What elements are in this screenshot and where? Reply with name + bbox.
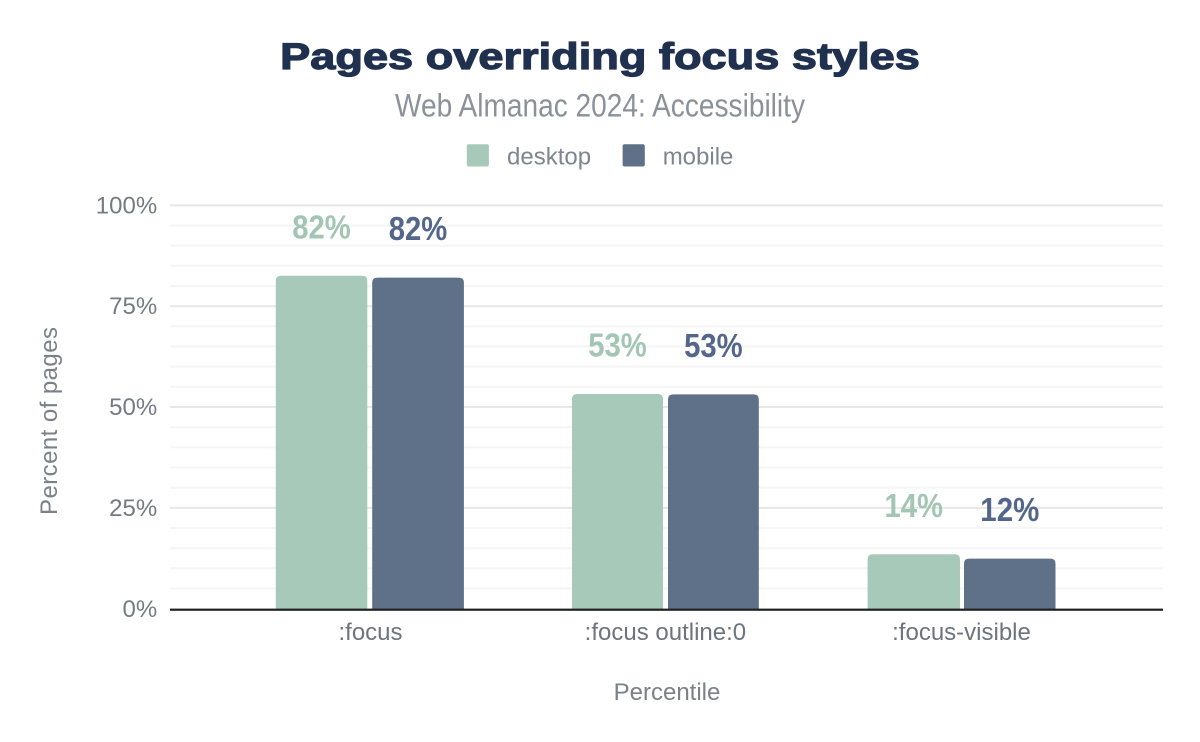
svg-text:mobile: mobile [663, 144, 734, 171]
svg-text:12%: 12% [980, 491, 1039, 528]
svg-text:14%: 14% [885, 487, 944, 524]
svg-text:82%: 82% [292, 208, 351, 245]
svg-text:Percent of pages: Percent of pages [36, 327, 63, 515]
svg-text:53%: 53% [684, 327, 743, 364]
svg-text:Pages overriding focus styles: Pages overriding focus styles [280, 36, 920, 77]
svg-text:100%: 100% [96, 192, 157, 219]
svg-text:75%: 75% [109, 293, 157, 320]
svg-text:82%: 82% [389, 210, 448, 247]
svg-text:Percentile: Percentile [614, 679, 721, 706]
svg-text:desktop: desktop [507, 144, 591, 171]
svg-text:0%: 0% [123, 596, 158, 623]
svg-text::focus outline:0: :focus outline:0 [585, 619, 746, 646]
svg-text:53%: 53% [588, 327, 647, 364]
svg-text:Web Almanac 2024: Accessibilit: Web Almanac 2024: Accessibility [395, 87, 805, 123]
svg-text::focus: :focus [338, 619, 402, 646]
svg-text:50%: 50% [109, 394, 157, 421]
svg-text:25%: 25% [109, 495, 157, 522]
svg-text::focus-visible: :focus-visible [892, 619, 1031, 646]
